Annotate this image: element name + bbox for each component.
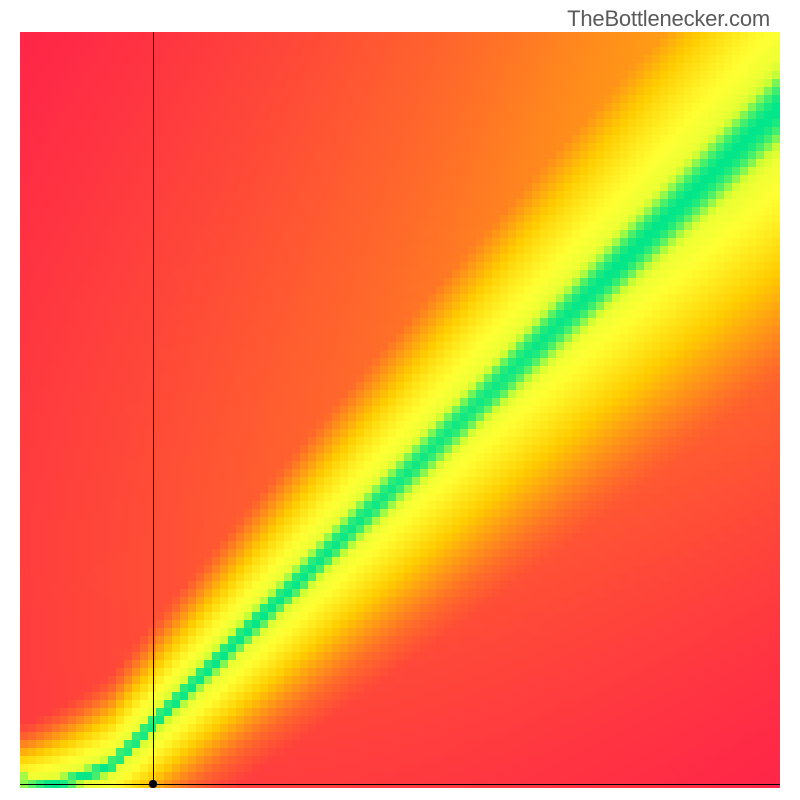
- bottleneck-heatmap: [20, 32, 780, 788]
- watermark-text: TheBottlenecker.com: [567, 6, 770, 32]
